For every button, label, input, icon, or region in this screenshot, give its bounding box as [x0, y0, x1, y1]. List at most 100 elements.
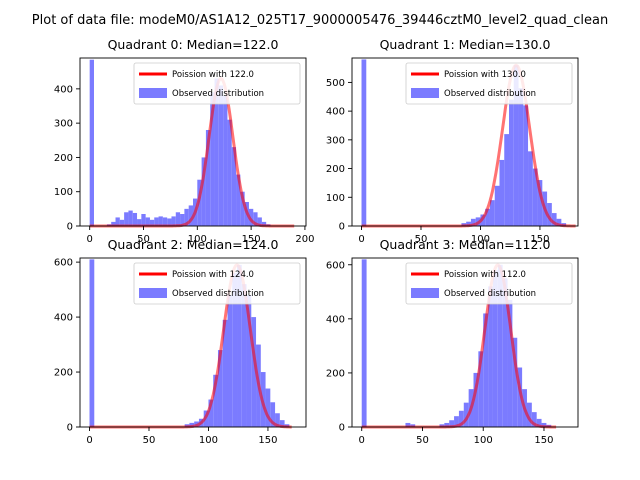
histogram-bar	[556, 218, 562, 226]
histogram-bar	[214, 78, 219, 226]
quadrant-3-panel: Quadrant 3: Median=112.0 0 50 100 150 0 200 400…	[326, 237, 579, 446]
histogram-bar	[537, 180, 543, 226]
histogram-bar	[124, 212, 129, 226]
histogram-bar	[89, 59, 94, 226]
histogram-bar	[270, 402, 276, 427]
panel-title: Quadrant 3: Median=112.0	[380, 237, 551, 252]
histogram-bar	[218, 85, 224, 226]
histogram-bar	[205, 130, 211, 226]
y-tick-label: 600	[326, 260, 345, 271]
histogram-bar	[240, 191, 245, 226]
x-tick-label: 50	[143, 435, 156, 446]
y-tick-label: 0	[67, 423, 73, 434]
y-tick-label: 0	[339, 423, 345, 434]
histogram-bar	[162, 217, 168, 226]
x-tick-label: 100	[471, 234, 490, 245]
histogram-bar	[227, 295, 233, 427]
histogram-bar	[217, 350, 223, 427]
y-tick-label: 400	[326, 107, 345, 118]
histogram-bar	[201, 157, 206, 226]
histogram-bar	[132, 212, 138, 226]
histogram-bar	[257, 217, 262, 226]
histogram-bar	[171, 216, 176, 226]
histogram-bar	[213, 374, 218, 427]
histogram-bar	[361, 259, 367, 427]
histogram-bar	[115, 217, 120, 226]
legend-line-label: Poission with 130.0	[444, 70, 526, 80]
histogram-bar	[275, 413, 280, 427]
histogram-bar	[279, 420, 285, 427]
legend-box	[133, 62, 301, 105]
x-tick-label: 150	[534, 435, 553, 446]
histogram-bar	[507, 299, 513, 427]
y-tick-label: 200	[326, 164, 345, 175]
y-tick-label: 400	[54, 313, 73, 324]
y-tick-label: 400	[326, 314, 345, 325]
legend-bar-label: Observed distribution	[172, 289, 264, 299]
y-tick-label: 200	[54, 153, 73, 164]
histogram-bar	[236, 174, 241, 226]
axes-frame	[351, 57, 579, 227]
histogram-bar	[154, 217, 159, 226]
y-tick-label: 600	[54, 258, 73, 269]
histogram-bar	[223, 95, 228, 226]
y-tick-label: 0	[339, 222, 345, 233]
legend-bar-label: Observed distribution	[444, 89, 536, 99]
histogram-bar	[478, 351, 484, 427]
histogram-bar	[492, 270, 498, 427]
quadrant-0-panel: Quadrant 0: Median=122.0 0 50 100 150 200 0 100…	[54, 37, 315, 245]
histogram-bar	[489, 200, 495, 226]
y-tick-label: 500	[326, 78, 345, 89]
axes-frame	[79, 57, 307, 227]
histogram-bar	[232, 273, 238, 427]
x-tick-label: 0	[86, 435, 92, 446]
y-tick-label: 0	[67, 222, 73, 233]
panel-title: Quadrant 2: Median=124.0	[108, 237, 279, 252]
histogram-bar	[188, 205, 193, 226]
legend-bar-swatch	[411, 288, 439, 298]
legend-box	[405, 62, 573, 105]
histogram-bar	[222, 319, 228, 427]
y-tick-label: 300	[326, 135, 345, 146]
histogram-bar	[361, 59, 367, 226]
legend-line-label: Poission with 124.0	[172, 270, 254, 280]
x-tick-label: 50	[416, 435, 429, 446]
y-tick-label: 100	[326, 193, 345, 204]
y-tick-label: 400	[54, 84, 73, 95]
histogram-bar	[502, 278, 508, 427]
y-tick-label: 200	[326, 368, 345, 379]
histogram-bar	[189, 422, 195, 427]
histogram-bar	[551, 213, 557, 226]
histogram-bar	[532, 168, 538, 226]
axes-frame	[79, 257, 307, 428]
histogram-bar	[246, 295, 252, 427]
histogram-bar	[158, 216, 163, 226]
histogram-bar	[494, 185, 500, 226]
x-tick-label: 150	[530, 234, 549, 245]
histogram-bar	[458, 410, 464, 427]
legend-bar-label: Observed distribution	[172, 89, 264, 99]
histogram-bar	[248, 208, 254, 226]
histogram-bar	[175, 212, 181, 226]
histogram-bar	[497, 264, 503, 427]
x-tick-label: 100	[474, 435, 493, 446]
legend-line-label: Poission with 122.0	[172, 70, 254, 80]
legend-bar-swatch	[411, 88, 439, 98]
histogram-bar	[485, 208, 490, 226]
histogram-bar	[541, 422, 547, 427]
x-tick-label: 0	[86, 234, 92, 245]
x-tick-label: 100	[199, 435, 218, 446]
histogram-bar	[89, 259, 95, 427]
histogram-bar	[504, 134, 510, 226]
histogram-bar	[180, 214, 185, 226]
histogram-bar	[466, 221, 471, 226]
histogram-bar	[526, 402, 532, 427]
histogram-bar	[499, 159, 505, 226]
y-tick-label: 300	[54, 119, 73, 130]
histogram-bar	[167, 218, 172, 226]
histogram-bar	[128, 210, 133, 226]
legend-box	[405, 262, 573, 305]
histogram-bar	[547, 203, 552, 226]
y-tick-label: 100	[54, 187, 73, 198]
histogram-bar	[265, 388, 271, 427]
